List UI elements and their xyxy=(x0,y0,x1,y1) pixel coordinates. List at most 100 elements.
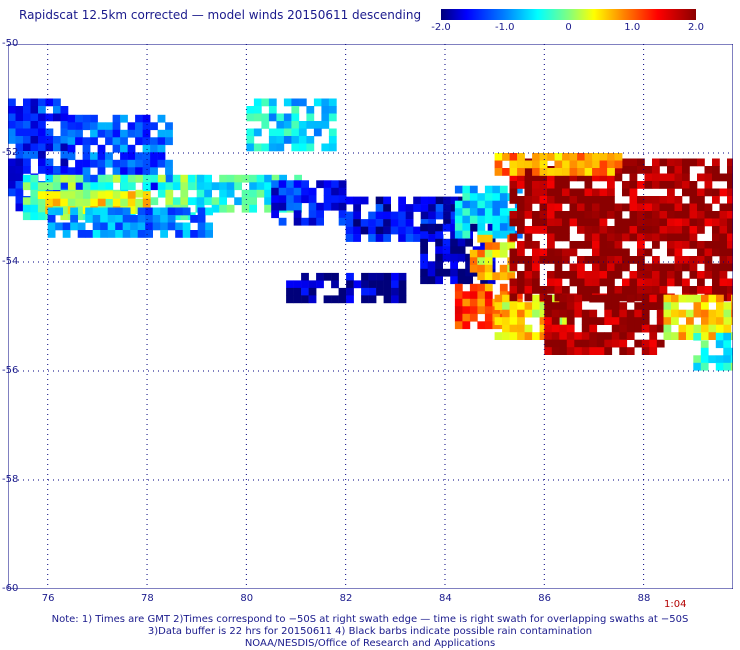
wind-cell xyxy=(435,276,443,285)
wind-cell xyxy=(674,256,683,264)
wind-cell xyxy=(30,212,39,221)
wind-cell xyxy=(502,302,510,310)
wind-cell xyxy=(175,230,183,238)
wind-cell xyxy=(719,233,728,242)
wind-cell xyxy=(122,222,131,231)
wind-cell xyxy=(368,272,377,281)
wind-cell xyxy=(256,174,265,183)
latitude-tick-label: -56 xyxy=(2,365,19,376)
wind-cell xyxy=(629,166,638,174)
wind-cell xyxy=(539,302,548,310)
wind-cell xyxy=(219,189,227,198)
wind-cell xyxy=(383,280,392,289)
wind-cell xyxy=(554,203,563,212)
wind-cell xyxy=(323,187,332,196)
wind-cell xyxy=(187,182,196,191)
wind-cell xyxy=(383,234,391,242)
wind-cell xyxy=(30,128,39,137)
wind-cell xyxy=(644,263,653,272)
wind-cell xyxy=(150,159,158,168)
wind-cell xyxy=(45,136,54,144)
wind-cell xyxy=(462,193,471,201)
wind-cell xyxy=(607,211,615,219)
wind-cell xyxy=(122,215,131,223)
wind-cell xyxy=(477,298,486,307)
wind-cell xyxy=(53,166,61,174)
wind-cell xyxy=(547,153,555,161)
wind-cell xyxy=(462,208,471,216)
wind-cell xyxy=(353,234,361,242)
wind-cell xyxy=(524,271,533,279)
wind-cell xyxy=(172,182,181,191)
wind-cell xyxy=(589,309,598,318)
wind-cell xyxy=(97,174,106,183)
wind-cell xyxy=(97,159,106,168)
wind-cell xyxy=(719,218,728,227)
wind-cell xyxy=(622,286,630,294)
wind-cell xyxy=(532,241,540,249)
wind-cell xyxy=(629,286,638,294)
wind-cell xyxy=(727,211,733,219)
wind-cell xyxy=(137,207,146,216)
wind-cell xyxy=(607,196,615,204)
wind-cell xyxy=(127,198,136,207)
wind-cell xyxy=(499,283,508,292)
wind-cell xyxy=(719,271,728,279)
wind-cell xyxy=(659,271,668,279)
wind-cell xyxy=(697,226,705,234)
wind-cell xyxy=(629,278,638,287)
wind-cell xyxy=(22,182,31,191)
wind-cell xyxy=(574,302,583,310)
wind-cell xyxy=(596,317,605,325)
wind-cell xyxy=(524,332,533,340)
wind-cell xyxy=(398,226,406,235)
wind-cell xyxy=(23,121,31,129)
wind-cell xyxy=(105,197,114,206)
wind-cell xyxy=(539,181,548,189)
wind-cell xyxy=(551,347,560,355)
wind-cell xyxy=(405,226,414,235)
wind-cell xyxy=(682,256,690,264)
wind-cell xyxy=(614,211,623,219)
wind-cell xyxy=(135,152,143,161)
wind-cell xyxy=(599,218,608,227)
wind-cell xyxy=(574,347,583,355)
wind-cell xyxy=(723,347,732,356)
wind-cell xyxy=(278,180,287,189)
wind-cell xyxy=(637,256,645,264)
wind-cell xyxy=(686,332,694,340)
wind-cell xyxy=(599,173,608,182)
wind-cell xyxy=(577,263,585,272)
wind-cell xyxy=(197,230,206,238)
wind-cell xyxy=(607,263,615,272)
wind-cell xyxy=(589,294,598,303)
wind-cell xyxy=(584,278,593,287)
wind-cell xyxy=(731,317,733,325)
wind-cell xyxy=(383,226,391,235)
wind-cell xyxy=(313,128,322,137)
wind-cell xyxy=(338,195,347,204)
wind-cell xyxy=(509,173,518,182)
wind-cell xyxy=(45,113,54,122)
wind-cell xyxy=(532,263,540,272)
wind-cell xyxy=(644,173,653,182)
wind-cell xyxy=(316,272,324,281)
wind-cell xyxy=(554,248,563,257)
wind-cell xyxy=(539,211,548,219)
wind-cell xyxy=(652,226,660,234)
wind-cell xyxy=(420,238,428,247)
wind-cell xyxy=(398,211,406,220)
wind-cell xyxy=(67,198,76,207)
wind-cell xyxy=(715,355,724,364)
wind-cell xyxy=(697,203,705,212)
wind-cell xyxy=(383,196,391,205)
wind-cell xyxy=(716,294,724,303)
wind-cell xyxy=(127,182,136,191)
wind-cell xyxy=(55,222,63,231)
wind-cell xyxy=(682,233,690,242)
wind-cell xyxy=(596,294,605,303)
wind-cell xyxy=(450,246,458,255)
wind-cell xyxy=(704,218,713,227)
wind-cell xyxy=(659,286,668,294)
wind-cell xyxy=(253,98,262,107)
